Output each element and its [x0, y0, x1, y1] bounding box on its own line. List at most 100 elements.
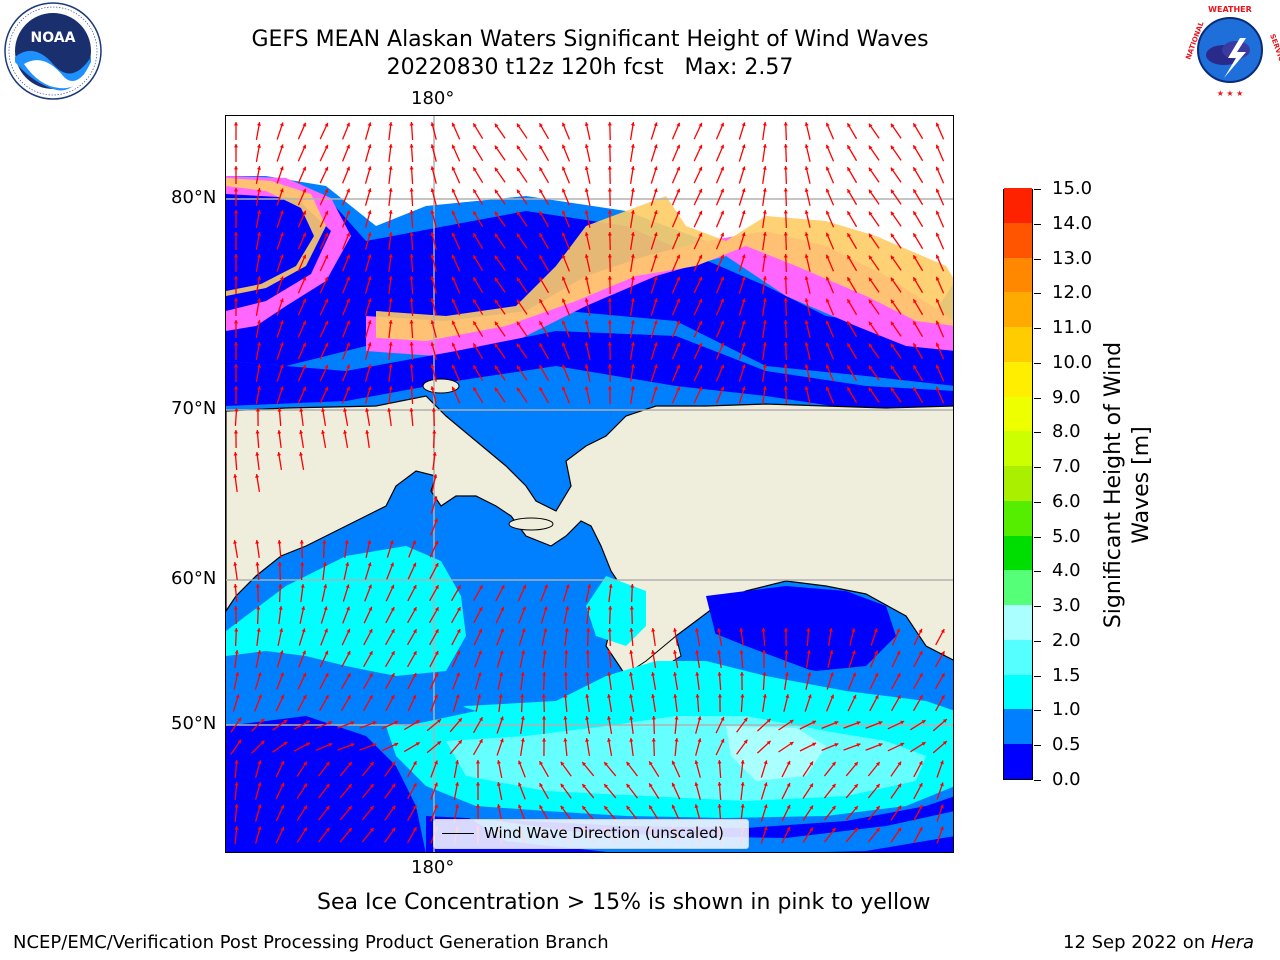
wave-arrow-head [626, 761, 631, 766]
wave-arrow-head [233, 430, 239, 434]
wave-arrow-head [674, 738, 679, 742]
wave-arrow-head [394, 720, 399, 725]
wave-arrow-head [607, 342, 612, 346]
wave-arrow-head [784, 650, 789, 654]
wave-arrow-head [302, 122, 307, 127]
wave-arrow-head [720, 298, 725, 303]
wave-arrow-head [890, 277, 895, 282]
wave-arrow-head [542, 650, 547, 654]
wave-arrow-head [369, 828, 374, 832]
wave-arrow-head [762, 144, 767, 148]
wave-arrow-head [409, 386, 414, 390]
wave-arrow-head [762, 166, 767, 170]
wave-arrow-head [256, 122, 262, 126]
nws-logo: WEATHER NATIONAL SERVICE ★ ★ ★ [1180, 0, 1280, 100]
wave-arrow-head [451, 320, 456, 325]
wave-arrow-head [409, 342, 414, 346]
wave-arrow-head [277, 408, 282, 412]
wave-arrow-head [698, 342, 703, 347]
colorbar-tick-label: 7.0 [1052, 456, 1081, 478]
wave-arrow-head [454, 760, 460, 764]
wave-arrow-head [233, 166, 239, 170]
wave-arrow-head [854, 762, 858, 767]
wave-arrow-head [279, 650, 284, 655]
wave-arrow-head [868, 233, 873, 238]
wave-arrow-head [607, 144, 612, 148]
wave-arrow-head [653, 298, 658, 303]
wave-arrow-head [809, 783, 813, 788]
arctic-open-area [226, 116, 953, 326]
sw-pacific-band [226, 656, 476, 726]
legend-label: Wind Wave Direction (unscaled) [484, 824, 724, 842]
wave-arrow-head [741, 320, 746, 325]
wave-arrow-head [344, 540, 349, 544]
wave-arrow-head [607, 716, 612, 720]
wave-arrow-head [584, 210, 589, 215]
wave-arrow-head [451, 254, 456, 259]
wave-arrow-head [563, 716, 568, 720]
wave-arrow-head [324, 320, 329, 325]
wave-arrow-head [434, 629, 439, 634]
wave-arrow-head [302, 695, 307, 700]
wave-arrow-head [347, 695, 351, 700]
wave-arrow-head [671, 782, 676, 787]
wave-arrow-head [494, 189, 499, 194]
wave-arrow-head [743, 717, 748, 722]
wave-arrow-head [585, 650, 590, 654]
wave-arrow-head [584, 276, 589, 281]
colorbar-tick-label: 14.0 [1052, 212, 1093, 234]
wave-arrow-head [561, 364, 566, 369]
wave-arrow-head [409, 232, 414, 236]
wave-arrow-head [343, 430, 348, 434]
wave-arrow-head [649, 761, 653, 766]
wave-arrow-head [432, 430, 437, 434]
wave-arrow-head [783, 232, 788, 236]
colorbar-tick-label: 1.0 [1052, 699, 1081, 721]
wave-arrow-head [847, 233, 851, 238]
wave-arrow-head [345, 584, 350, 589]
wave-arrow-head [825, 342, 830, 347]
wave-arrow-head [626, 783, 631, 788]
wave-arrow-head [878, 743, 883, 747]
wave-arrow-head [346, 210, 351, 215]
wave-arrow-head [671, 804, 676, 809]
wave-arrow-head [303, 827, 307, 832]
wave-arrow-head [673, 694, 678, 698]
wave-arrow-head [851, 650, 856, 655]
wave-arrow-head [478, 650, 482, 655]
svg-text:SERVICE: SERVICE [1268, 33, 1280, 67]
wave-arrow-head [473, 277, 477, 282]
colorbar-tick-label: 0.0 [1052, 769, 1081, 790]
wave-arrow-head [346, 342, 351, 347]
wave-arrow-head [409, 166, 414, 170]
wave-arrow-head [741, 210, 746, 215]
wave-arrow-head [496, 782, 501, 786]
svg-text:NOAA: NOAA [31, 30, 76, 46]
wave-arrow-head [409, 276, 414, 280]
wave-arrow-head [698, 276, 703, 281]
wave-arrow-head [786, 826, 791, 831]
wave-arrow-head [302, 650, 306, 655]
wave-arrow-head [740, 804, 745, 808]
wave-arrow-head [847, 211, 851, 216]
wave-arrow-head [433, 474, 438, 478]
wave-arrow-head [539, 321, 544, 326]
wave-arrow-head [409, 122, 414, 126]
wave-arrow-head [323, 606, 328, 611]
wave-arrow-head [940, 651, 945, 656]
wave-arrow-head [766, 718, 771, 723]
wave-arrow-head [412, 651, 417, 656]
wave-arrow-head [451, 386, 456, 391]
wave-arrow-head [233, 540, 238, 544]
wave-arrow-head [299, 452, 304, 456]
colorbar [1003, 187, 1033, 780]
wave-arrow-head [762, 122, 767, 126]
title-line-1: GEFS MEAN Alaskan Waters Significant Hei… [251, 27, 929, 52]
wave-arrow-head [890, 343, 895, 348]
wave-arrow-head [478, 628, 483, 633]
wave-arrow-head [852, 694, 857, 699]
wave-arrow-head [743, 739, 748, 744]
wave-arrow-head [868, 387, 873, 392]
wave-arrow-head [561, 210, 566, 215]
wave-arrow-head [783, 364, 788, 368]
